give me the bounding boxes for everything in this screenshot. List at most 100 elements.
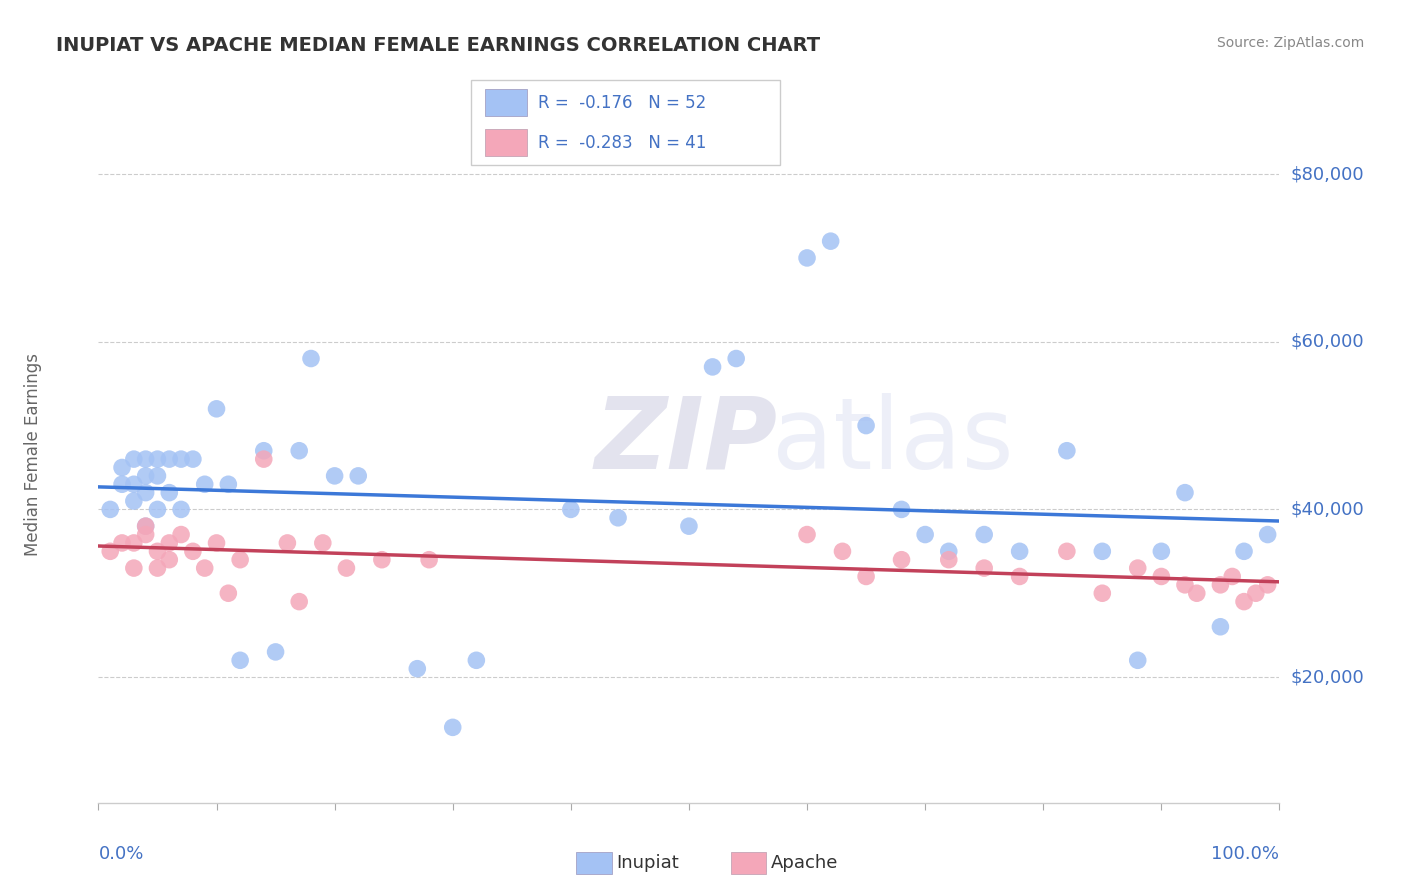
Point: [146, 502, 169, 516]
Point: [914, 527, 936, 541]
Point: [170, 452, 193, 467]
Point: [122, 477, 145, 491]
Text: 0.0%: 0.0%: [98, 845, 143, 863]
Point: [264, 645, 287, 659]
Point: [796, 251, 818, 265]
Point: [253, 443, 276, 458]
Point: [831, 544, 853, 558]
Point: [1091, 544, 1114, 558]
Text: Source: ZipAtlas.com: Source: ZipAtlas.com: [1216, 36, 1364, 50]
Text: $20,000: $20,000: [1291, 668, 1364, 686]
Point: [146, 561, 169, 575]
Point: [276, 536, 298, 550]
Point: [1244, 586, 1267, 600]
Point: [135, 452, 157, 467]
Text: 100.0%: 100.0%: [1212, 845, 1279, 863]
Point: [146, 468, 169, 483]
Text: $80,000: $80,000: [1291, 165, 1364, 183]
Point: [347, 468, 370, 483]
Point: [157, 485, 180, 500]
Point: [1209, 620, 1232, 634]
Point: [1209, 578, 1232, 592]
Point: [122, 561, 145, 575]
Point: [157, 536, 180, 550]
Point: [205, 401, 228, 416]
Point: [229, 653, 252, 667]
Text: $40,000: $40,000: [1291, 500, 1364, 518]
Point: [1185, 586, 1208, 600]
Point: [181, 544, 204, 558]
Point: [1091, 586, 1114, 600]
Point: [1233, 544, 1256, 558]
Point: [855, 569, 877, 583]
Point: [288, 594, 311, 608]
Text: ZIP: ZIP: [595, 392, 778, 490]
Point: [170, 527, 193, 541]
Point: [335, 561, 357, 575]
Point: [973, 561, 995, 575]
Point: [371, 552, 394, 566]
Text: atlas: atlas: [772, 392, 1014, 490]
Point: [1220, 569, 1243, 583]
Point: [465, 653, 488, 667]
Point: [122, 536, 145, 550]
Point: [98, 544, 121, 558]
Point: [135, 519, 157, 533]
Point: [205, 536, 228, 550]
Point: [1056, 443, 1078, 458]
Point: [1008, 544, 1031, 558]
Point: [217, 477, 239, 491]
Point: [122, 494, 145, 508]
Point: [607, 510, 630, 524]
Point: [938, 552, 960, 566]
Point: [1174, 578, 1197, 592]
Text: $60,000: $60,000: [1291, 333, 1364, 351]
Text: R =  -0.176   N = 52: R = -0.176 N = 52: [538, 94, 707, 112]
Point: [725, 351, 748, 366]
Point: [217, 586, 239, 600]
Point: [560, 502, 582, 516]
Point: [1150, 569, 1173, 583]
Point: [253, 452, 276, 467]
Point: [135, 468, 157, 483]
Point: [678, 519, 700, 533]
Point: [1233, 594, 1256, 608]
Point: [194, 477, 217, 491]
Text: Apache: Apache: [770, 855, 838, 872]
Text: Median Female Earnings: Median Female Earnings: [24, 353, 42, 557]
Point: [938, 544, 960, 558]
Point: [855, 418, 877, 433]
Point: [1257, 527, 1279, 541]
Point: [194, 561, 217, 575]
Text: R =  -0.283   N = 41: R = -0.283 N = 41: [538, 134, 707, 152]
Point: [1056, 544, 1078, 558]
Point: [146, 544, 169, 558]
Point: [441, 720, 464, 734]
Point: [796, 527, 818, 541]
Point: [1257, 578, 1279, 592]
Point: [229, 552, 252, 566]
Point: [299, 351, 322, 366]
Point: [1126, 653, 1149, 667]
Point: [157, 552, 180, 566]
Point: [312, 536, 335, 550]
Point: [1126, 561, 1149, 575]
Point: [702, 359, 724, 374]
Point: [111, 477, 134, 491]
Point: [111, 460, 134, 475]
Point: [157, 452, 180, 467]
Point: [146, 452, 169, 467]
Point: [1008, 569, 1031, 583]
Point: [111, 536, 134, 550]
Point: [170, 502, 193, 516]
Point: [135, 485, 157, 500]
Point: [820, 234, 842, 248]
Text: Inupiat: Inupiat: [616, 855, 679, 872]
Point: [288, 443, 311, 458]
Point: [135, 527, 157, 541]
Point: [1150, 544, 1173, 558]
Point: [890, 502, 912, 516]
Point: [181, 452, 204, 467]
Point: [323, 468, 346, 483]
Point: [890, 552, 912, 566]
